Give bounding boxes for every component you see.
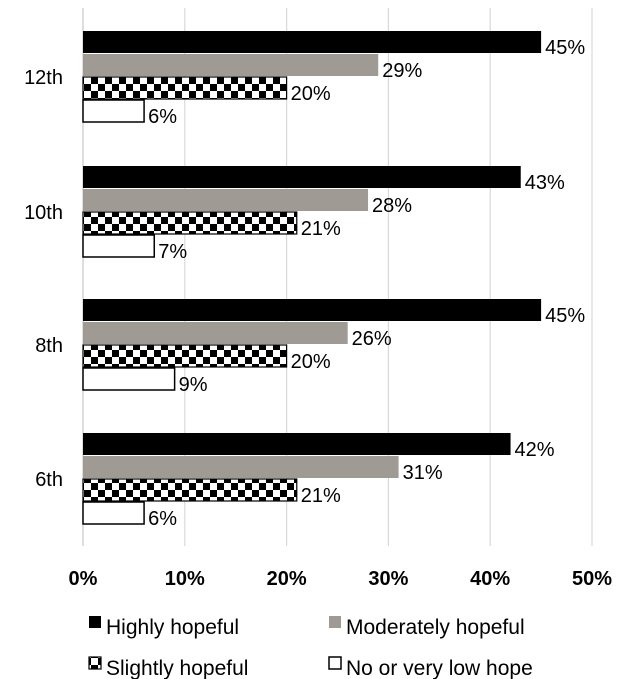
- data-label: 45%: [545, 37, 585, 59]
- data-label: 6%: [148, 106, 177, 128]
- bar: [82, 99, 145, 123]
- bar: [83, 166, 521, 188]
- x-tick-label: 20%: [267, 568, 307, 590]
- bar: [82, 501, 145, 525]
- legend-label: Moderately hopeful: [346, 616, 525, 639]
- legend-label: Highly hopeful: [106, 616, 239, 639]
- data-label: 21%: [301, 485, 341, 507]
- data-label: 26%: [352, 328, 392, 350]
- bar: [82, 367, 176, 391]
- bar: [82, 478, 298, 502]
- data-label: 42%: [515, 439, 555, 461]
- data-label: 45%: [545, 305, 585, 327]
- bar: [83, 54, 379, 76]
- x-tick-label: 40%: [470, 568, 510, 590]
- data-label: 9%: [179, 374, 208, 396]
- legend-label: No or very low hope: [346, 657, 533, 679]
- x-tick-label: 10%: [165, 568, 205, 590]
- data-labels: 45% 29% 20% 6% 43% 28% 21% 7% 45% 26% 20% 9% 42% 31% 2…: [148, 37, 585, 530]
- data-label: 29%: [382, 60, 422, 82]
- category-label: 10th: [24, 202, 63, 224]
- category-label: 12th: [24, 67, 63, 89]
- legend-swatch: [328, 656, 342, 670]
- data-label: 20%: [291, 83, 331, 105]
- bar: [83, 299, 542, 321]
- bar: [83, 456, 399, 478]
- x-tick-label: 50%: [572, 568, 612, 590]
- value-axis: 0% 10% 20% 30% 40% 50%: [69, 568, 613, 590]
- bar: [83, 31, 542, 53]
- x-tick-label: 30%: [368, 568, 408, 590]
- legend-label: Slightly hopeful: [106, 657, 248, 679]
- legend-swatch: [88, 656, 102, 670]
- data-label: 31%: [403, 462, 443, 484]
- bar: [83, 322, 348, 344]
- bar: [82, 76, 288, 100]
- data-label: 43%: [525, 172, 565, 194]
- data-label: 28%: [372, 195, 412, 217]
- data-label: 21%: [301, 218, 341, 240]
- bar: [82, 234, 156, 258]
- data-label: 20%: [291, 351, 331, 373]
- bar: [82, 211, 298, 235]
- category-label: 6th: [35, 469, 63, 491]
- bar: [83, 433, 511, 455]
- data-label: 6%: [148, 508, 177, 530]
- x-tick-label: 0%: [69, 568, 98, 590]
- legend-swatch: [329, 616, 341, 628]
- category-axis: 12th 10th 8th 6th: [24, 67, 63, 491]
- category-label: 8th: [35, 335, 63, 357]
- bar: [82, 344, 288, 368]
- bar: [83, 189, 369, 211]
- legend-swatch: [89, 616, 101, 628]
- legend: Highly hopeful Moderately hopeful Slightly…: [88, 616, 533, 679]
- plot-area: [82, 31, 542, 525]
- data-label: 7%: [158, 241, 187, 263]
